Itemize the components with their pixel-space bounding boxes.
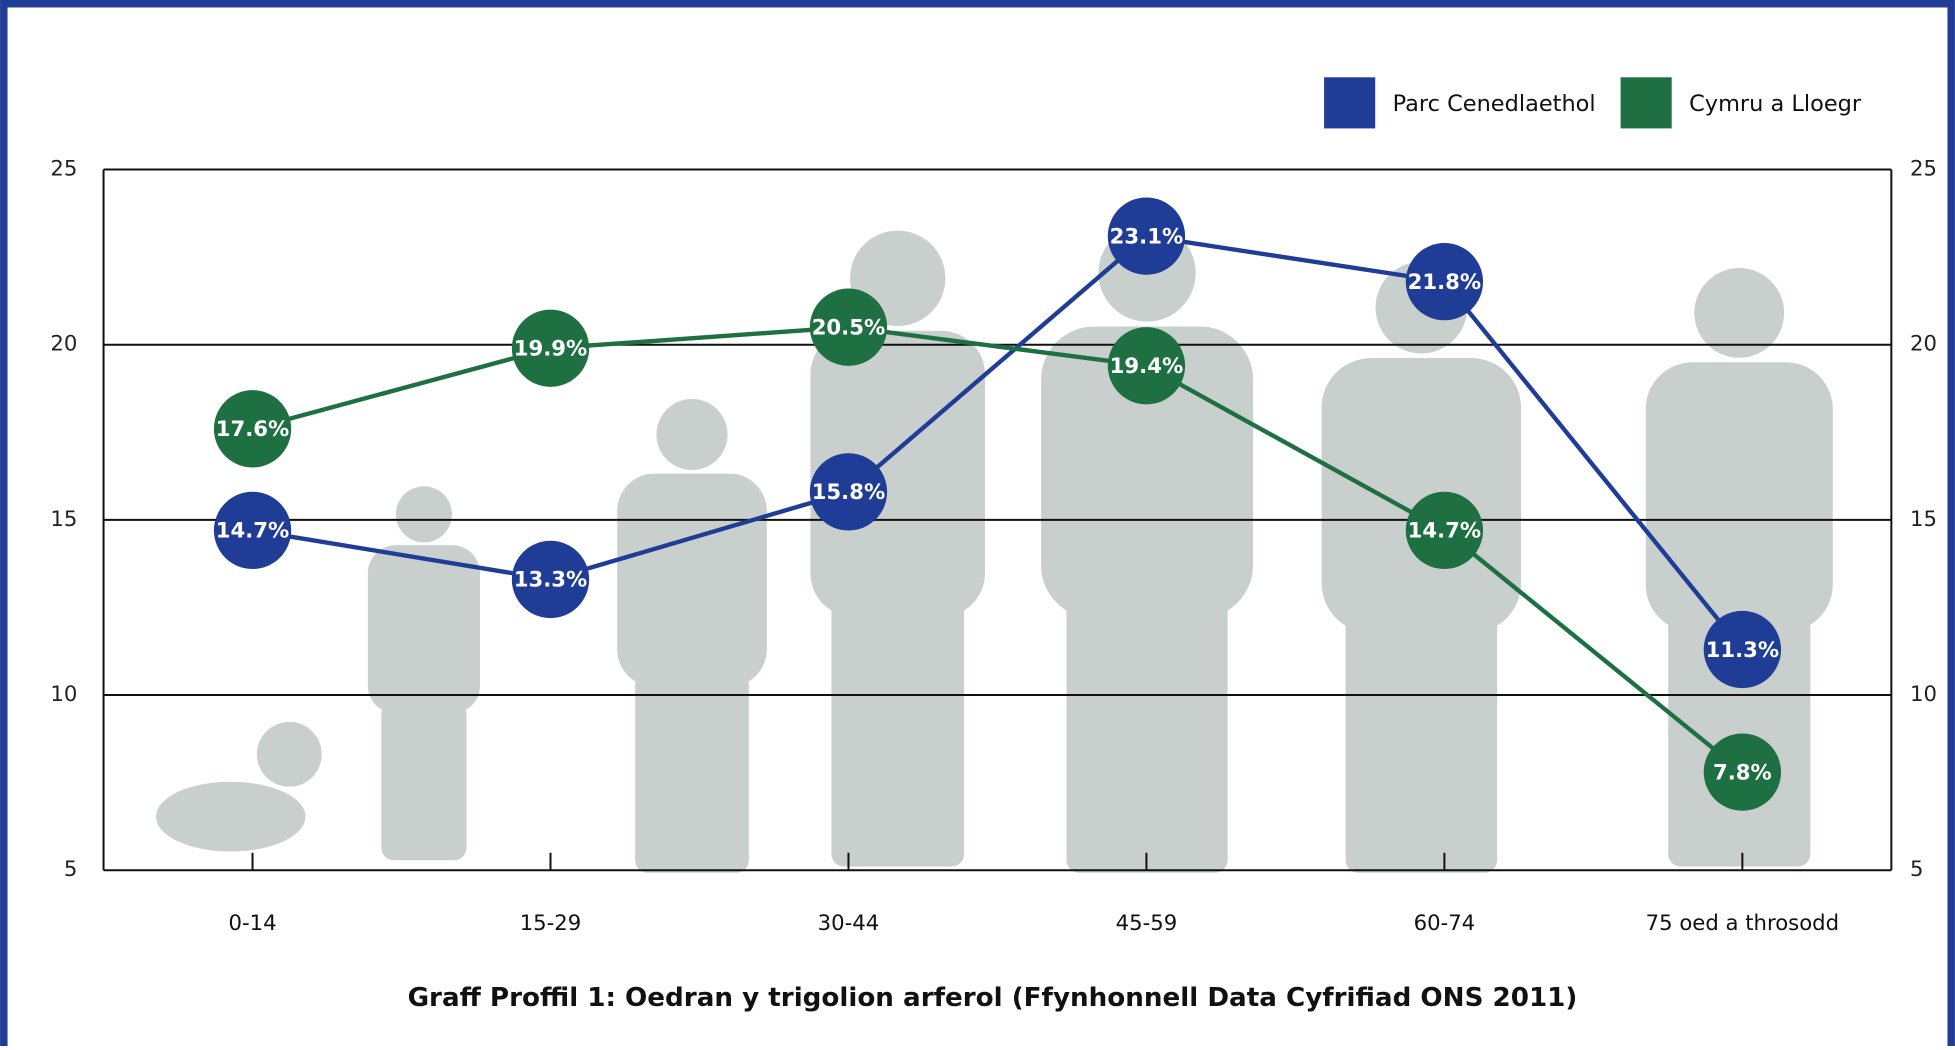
silhouette-body xyxy=(1041,326,1254,619)
point xyxy=(1107,197,1186,275)
silhouette-baby xyxy=(155,781,306,852)
point xyxy=(1107,327,1186,405)
silhouette-body xyxy=(617,473,767,687)
value-label: 17.6% xyxy=(216,416,290,441)
silhouette-legs xyxy=(831,597,965,867)
point xyxy=(213,491,292,570)
value-label: 7.8% xyxy=(1713,759,1772,784)
legend-swatch xyxy=(1620,77,1672,129)
legend-label: Parc Cenedlaethol xyxy=(1393,91,1596,117)
point xyxy=(1703,733,1782,811)
point xyxy=(1703,610,1782,689)
y2-tick-label: 10 xyxy=(1910,681,1937,706)
x-tick-label: 0-14 xyxy=(228,910,276,935)
silhouette-head xyxy=(256,721,322,787)
point xyxy=(1405,243,1484,321)
x-tick-label: 15-29 xyxy=(520,910,582,935)
point xyxy=(1405,491,1484,570)
silhouette-body xyxy=(810,330,985,617)
silhouette-body xyxy=(1645,362,1833,632)
value-label: 13.3% xyxy=(514,567,588,592)
value-label: 14.7% xyxy=(216,518,290,543)
silhouette-legs xyxy=(635,672,749,873)
value-label: 21.8% xyxy=(1408,269,1482,294)
value-label: 23.1% xyxy=(1110,223,1184,248)
silhouette-head xyxy=(395,486,453,543)
silhouette-legs xyxy=(1066,598,1228,873)
point xyxy=(809,288,888,366)
plot: 5 10 15 20 25 5 10 15 20 25 0-14 15-29 30-44 45-59 60-… xyxy=(50,77,1937,935)
silhouette-legs xyxy=(1345,614,1498,873)
y2-tick-label: 5 xyxy=(1910,856,1923,881)
silhouette-head xyxy=(1694,268,1785,358)
y-tick-label: 10 xyxy=(50,681,77,706)
value-label: 15.8% xyxy=(812,479,886,504)
silhouette-body xyxy=(1321,358,1522,633)
series-line xyxy=(252,233,1745,651)
value-label: 19.4% xyxy=(1110,353,1184,378)
value-label: 11.3% xyxy=(1706,637,1780,662)
y2-tick-label: 20 xyxy=(1910,331,1937,356)
legend-label: Cymru a Lloegr xyxy=(1689,91,1862,117)
x-tick-label: 75 oed a throsodd xyxy=(1646,910,1839,935)
value-label: 20.5% xyxy=(812,314,886,339)
point xyxy=(511,540,590,619)
chart-title: Graff Proffil 1: Oedran y trigolion arfe… xyxy=(408,983,1578,1013)
silhouettes xyxy=(155,224,1833,873)
series-line xyxy=(251,325,1744,774)
silhouette-body xyxy=(367,545,481,714)
silhouette-legs xyxy=(381,702,467,861)
point xyxy=(511,309,590,387)
y2-tick-label: 15 xyxy=(1910,506,1937,531)
y-tick-label: 15 xyxy=(50,506,77,531)
y2-tick-label: 25 xyxy=(1910,156,1937,181)
value-label: 19.9% xyxy=(514,335,588,360)
value-label: 14.7% xyxy=(1408,518,1482,543)
y-tick-label: 5 xyxy=(64,856,77,881)
silhouette-head xyxy=(656,398,728,471)
point xyxy=(809,453,888,531)
x-tick-label: 60-74 xyxy=(1414,910,1476,935)
point xyxy=(213,390,292,468)
y-tick-label: 20 xyxy=(50,331,77,356)
x-tick-label: 30-44 xyxy=(818,910,880,935)
x-tick-label: 45-59 xyxy=(1116,910,1178,935)
y-tick-label: 25 xyxy=(50,156,77,181)
legend-swatch xyxy=(1324,77,1376,129)
